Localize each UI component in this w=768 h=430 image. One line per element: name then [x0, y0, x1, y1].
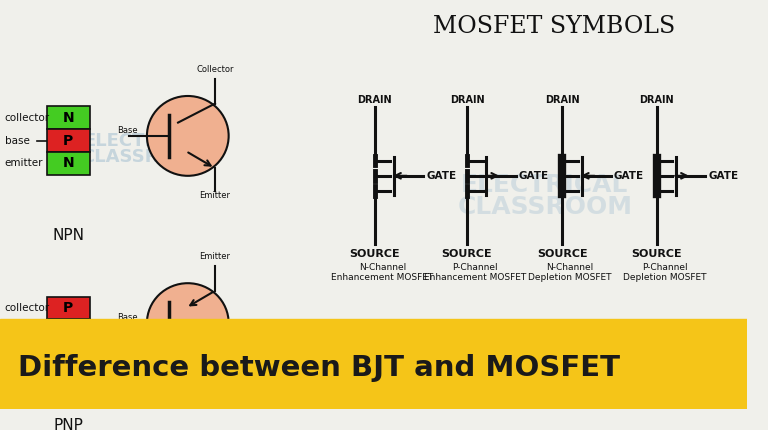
Text: SOURCE: SOURCE [537, 249, 588, 259]
Text: N-Channel: N-Channel [547, 263, 594, 271]
Text: P: P [63, 134, 73, 147]
Text: P: P [63, 301, 73, 315]
Text: SOURCE: SOURCE [442, 249, 492, 259]
Text: Depletion MOSFET: Depletion MOSFET [623, 273, 707, 282]
Text: DRAIN: DRAIN [545, 95, 580, 105]
Text: base: base [5, 135, 30, 146]
Bar [47, 107, 90, 129]
Text: P-Channel: P-Channel [642, 263, 687, 271]
Text: DRAIN: DRAIN [357, 95, 392, 105]
Text: collector: collector [5, 303, 50, 313]
Text: PNP: PNP [53, 418, 83, 430]
Bar [47, 342, 90, 365]
Bar [47, 297, 90, 319]
Text: Collector: Collector [197, 65, 233, 74]
Bar [47, 152, 90, 175]
Text: Enhancement MOSFET: Enhancement MOSFET [331, 273, 433, 282]
Text: collector: collector [5, 113, 50, 123]
Text: ELECTRICAL: ELECTRICAL [84, 319, 204, 337]
Text: Collector: Collector [197, 382, 233, 391]
Text: Emitter: Emitter [200, 190, 230, 200]
Text: N: N [62, 324, 74, 338]
Text: CLASSROOM: CLASSROOM [81, 335, 207, 353]
Text: P-Channel: P-Channel [452, 263, 498, 271]
Text: N-Channel: N-Channel [359, 263, 406, 271]
Text: GATE: GATE [614, 171, 644, 181]
Text: MOSFET SYMBOLS: MOSFET SYMBOLS [433, 15, 676, 38]
Text: Difference between BJT and MOSFET: Difference between BJT and MOSFET [18, 354, 620, 382]
Text: GATE: GATE [518, 171, 548, 181]
Text: CLASSROOM: CLASSROOM [458, 195, 632, 219]
Bar [0, 319, 747, 408]
Text: SOURCE: SOURCE [631, 249, 682, 259]
Text: Emitter: Emitter [200, 252, 230, 261]
Text: SOURCE: SOURCE [349, 249, 400, 259]
Text: Base: Base [118, 313, 137, 322]
Text: N: N [62, 157, 74, 170]
Bar [47, 129, 90, 152]
Text: N: N [62, 111, 74, 125]
Text: Enhancement MOSFET: Enhancement MOSFET [424, 273, 526, 282]
Text: base: base [5, 326, 30, 336]
Circle shape [147, 283, 229, 363]
Text: ELECTRICAL: ELECTRICAL [461, 173, 628, 197]
Text: emitter: emitter [5, 349, 43, 359]
Text: GATE: GATE [708, 171, 739, 181]
Text: Base: Base [118, 126, 137, 135]
Text: ELECTRICAL: ELECTRICAL [84, 132, 204, 150]
Text: DRAIN: DRAIN [450, 95, 485, 105]
Text: P: P [63, 347, 73, 360]
Text: NPN: NPN [52, 228, 84, 243]
Text: GATE: GATE [426, 171, 456, 181]
Text: Depletion MOSFET: Depletion MOSFET [528, 273, 612, 282]
Text: DRAIN: DRAIN [640, 95, 674, 105]
Text: emitter: emitter [5, 159, 43, 169]
Text: CLASSROOM: CLASSROOM [81, 148, 207, 166]
Circle shape [147, 96, 229, 176]
Bar [47, 319, 90, 342]
